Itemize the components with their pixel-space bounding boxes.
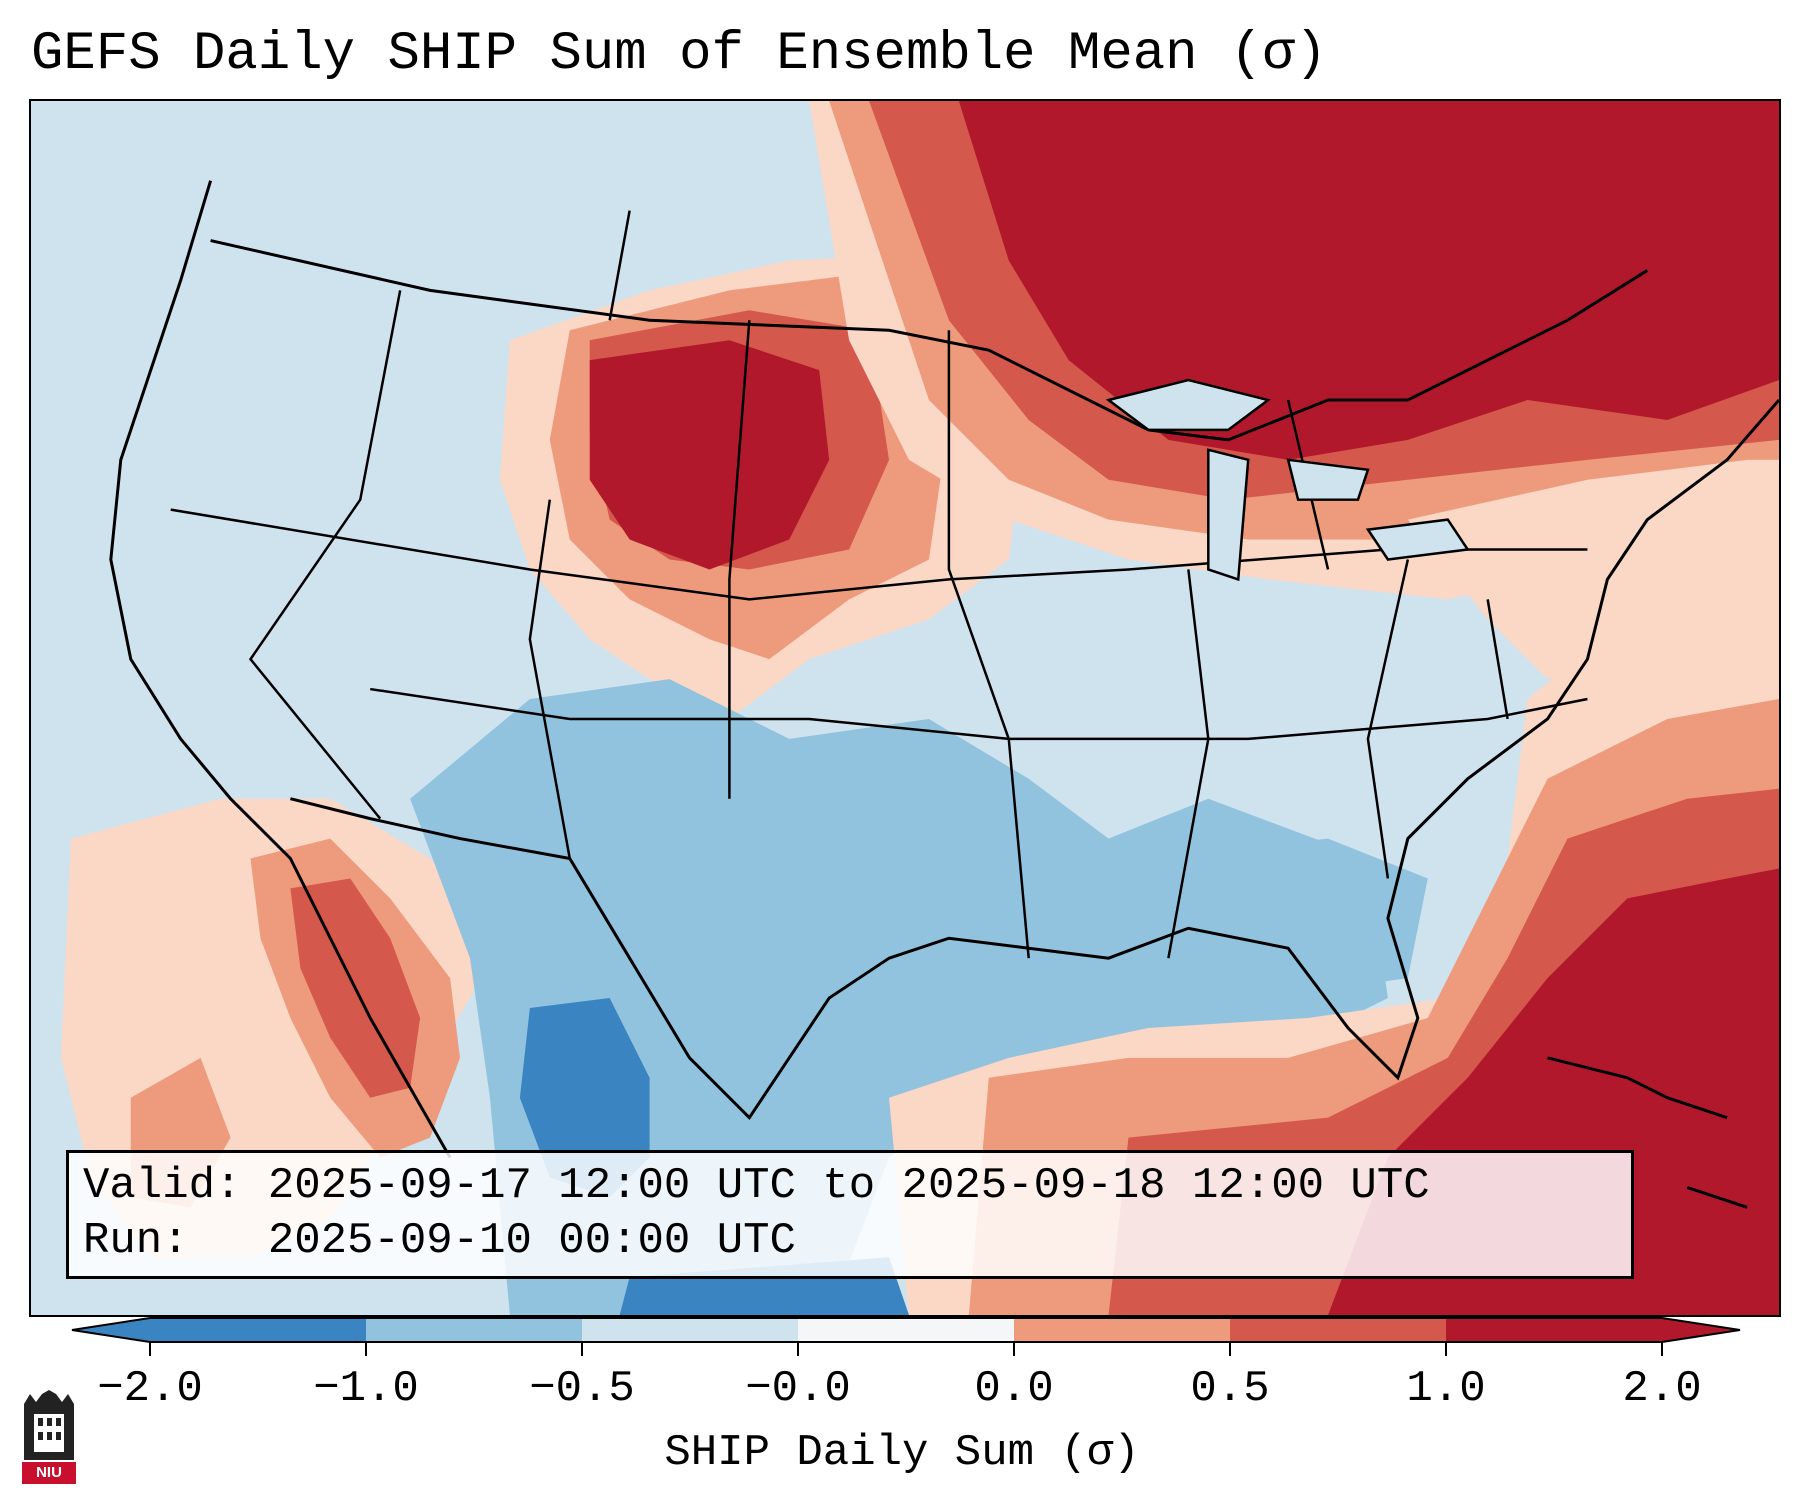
colorbar-graphic — [71, 1317, 1741, 1356]
colorbar-segment — [1446, 1318, 1663, 1342]
valid-run-info-box: Valid: 2025-09-17 12:00 UTC to 2025-09-1… — [66, 1150, 1634, 1279]
colorbar-extend-low — [72, 1318, 150, 1342]
anomaly-map — [31, 101, 1779, 1315]
anomaly-region-mexico-strong-neg — [519, 998, 650, 1198]
anomaly-region-canada-peak — [958, 101, 1779, 460]
anomaly-region-northeast-light — [1407, 459, 1779, 700]
great-lakes — [1105, 378, 1470, 582]
conus-outline — [109, 180, 1779, 1159]
valid-label: Valid: — [83, 1161, 242, 1211]
colorbar-tick-label: 0.0 — [974, 1364, 1054, 1414]
run-label: Run: — [83, 1216, 189, 1266]
anomaly-region-wyoming-peak — [589, 340, 830, 570]
caribbean-islands — [1547, 1056, 1748, 1209]
map-panel — [29, 99, 1781, 1317]
colorbar-tick-label: 2.0 — [1622, 1364, 1702, 1414]
colorbar-segment — [798, 1318, 1015, 1342]
colorbar-segment — [366, 1318, 583, 1342]
colorbar-tick-label: −0.0 — [745, 1364, 851, 1414]
colorbar-tick-label: 0.5 — [1190, 1364, 1270, 1414]
colorbar-segment — [582, 1318, 799, 1342]
colorbar-extend-high — [1662, 1318, 1740, 1342]
valid-value: 2025-09-17 12:00 UTC to 2025-09-18 12:00… — [267, 1161, 1430, 1211]
chart-title: GEFS Daily SHIP Sum of Ensemble Mean (σ) — [31, 24, 1328, 85]
colorbar-segment — [1230, 1318, 1447, 1342]
niu-logo-icon — [22, 1390, 76, 1484]
colorbar-tick-label: 1.0 — [1406, 1364, 1486, 1414]
anomaly-region-southeast-neg — [1128, 838, 1428, 999]
colorbar — [71, 1317, 1741, 1356]
run-value: 2025-09-10 00:00 UTC — [267, 1216, 796, 1266]
colorbar-segment — [1014, 1318, 1231, 1342]
niu-logo: NIU — [20, 1390, 78, 1486]
colorbar-tick-label: −1.0 — [313, 1364, 419, 1414]
colorbar-tick-label: −0.5 — [529, 1364, 635, 1414]
colorbar-tick-label: −2.0 — [97, 1364, 203, 1414]
colorbar-label: SHIP Daily Sum (σ) — [664, 1428, 1140, 1478]
niu-logo-text: NIU — [36, 1464, 62, 1481]
colorbar-segment — [150, 1318, 367, 1342]
